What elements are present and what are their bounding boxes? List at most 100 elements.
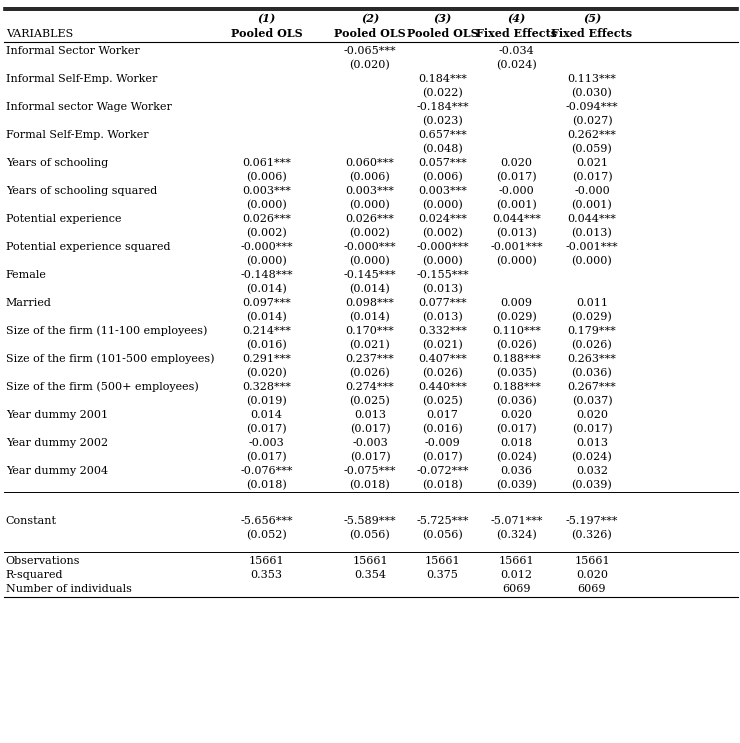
Text: (0.017): (0.017) bbox=[246, 424, 286, 434]
Text: (0.026): (0.026) bbox=[496, 340, 537, 350]
Text: (0.000): (0.000) bbox=[496, 256, 537, 266]
Text: -0.001***: -0.001*** bbox=[490, 242, 543, 252]
Text: 0.657***: 0.657*** bbox=[418, 130, 467, 140]
Text: (0.056): (0.056) bbox=[349, 530, 391, 540]
Text: (5): (5) bbox=[583, 13, 601, 24]
Text: 0.179***: 0.179*** bbox=[568, 326, 616, 336]
Text: Size of the firm (500+ employees): Size of the firm (500+ employees) bbox=[6, 382, 198, 392]
Text: (0.029): (0.029) bbox=[571, 312, 613, 322]
Text: Potential experience: Potential experience bbox=[6, 214, 121, 224]
Text: 0.188***: 0.188*** bbox=[492, 382, 541, 392]
Text: (0.035): (0.035) bbox=[496, 368, 537, 378]
Text: (0.017): (0.017) bbox=[572, 172, 612, 182]
Text: Married: Married bbox=[6, 298, 52, 308]
Text: 0.332***: 0.332*** bbox=[418, 326, 467, 336]
Text: (0.013): (0.013) bbox=[496, 228, 537, 239]
Text: 0.188***: 0.188*** bbox=[492, 354, 541, 364]
Text: 0.026***: 0.026*** bbox=[346, 214, 394, 224]
Text: -5.589***: -5.589*** bbox=[343, 516, 397, 526]
Text: 0.274***: 0.274*** bbox=[346, 382, 394, 392]
Text: (0.014): (0.014) bbox=[246, 312, 287, 322]
Text: 0.012: 0.012 bbox=[500, 570, 533, 580]
Text: (0.000): (0.000) bbox=[246, 256, 287, 266]
Text: (4): (4) bbox=[508, 13, 525, 24]
Text: Year dummy 2002: Year dummy 2002 bbox=[6, 438, 108, 448]
Text: (0.013): (0.013) bbox=[571, 228, 613, 239]
Text: (0.324): (0.324) bbox=[496, 530, 537, 540]
Text: (0.030): (0.030) bbox=[571, 88, 613, 98]
Text: 0.353: 0.353 bbox=[250, 570, 283, 580]
Text: (2): (2) bbox=[361, 13, 379, 24]
Text: (0.000): (0.000) bbox=[349, 200, 391, 210]
Text: -0.000***: -0.000*** bbox=[343, 242, 397, 252]
Text: (0.017): (0.017) bbox=[497, 424, 536, 434]
Text: R-squared: R-squared bbox=[6, 570, 63, 580]
Text: 15661: 15661 bbox=[574, 556, 610, 566]
Text: (1): (1) bbox=[258, 13, 275, 24]
Text: Informal Sector Worker: Informal Sector Worker bbox=[6, 46, 139, 56]
Text: (0.006): (0.006) bbox=[246, 172, 287, 182]
Text: -0.009: -0.009 bbox=[425, 438, 460, 448]
Text: (0.059): (0.059) bbox=[571, 144, 613, 154]
Text: Observations: Observations bbox=[6, 556, 80, 566]
Text: Pooled OLS: Pooled OLS bbox=[407, 28, 478, 39]
Text: (0.020): (0.020) bbox=[246, 368, 287, 378]
Text: Fixed Effects: Fixed Effects bbox=[476, 28, 557, 39]
Text: 0.237***: 0.237*** bbox=[346, 354, 394, 364]
Text: -0.148***: -0.148*** bbox=[240, 270, 293, 280]
Text: (0.024): (0.024) bbox=[571, 452, 613, 462]
Text: 0.061***: 0.061*** bbox=[242, 158, 291, 168]
Text: (3): (3) bbox=[434, 13, 451, 24]
Text: 0.077***: 0.077*** bbox=[418, 298, 467, 308]
Text: 0.440***: 0.440*** bbox=[418, 382, 467, 392]
Text: (0.048): (0.048) bbox=[422, 144, 463, 154]
Text: (0.024): (0.024) bbox=[496, 452, 537, 462]
Text: (0.326): (0.326) bbox=[571, 530, 613, 540]
Text: 0.184***: 0.184*** bbox=[418, 74, 467, 84]
Text: 0.262***: 0.262*** bbox=[568, 130, 616, 140]
Text: (0.018): (0.018) bbox=[246, 480, 287, 490]
Text: Year dummy 2004: Year dummy 2004 bbox=[6, 466, 108, 476]
Text: Potential experience squared: Potential experience squared bbox=[6, 242, 170, 252]
Text: 0.044***: 0.044*** bbox=[568, 214, 616, 224]
Text: Constant: Constant bbox=[6, 516, 57, 526]
Text: Informal Self-Emp. Worker: Informal Self-Emp. Worker bbox=[6, 74, 157, 84]
Text: -0.075***: -0.075*** bbox=[344, 466, 396, 476]
Text: Number of individuals: Number of individuals bbox=[6, 584, 132, 594]
Text: Pooled OLS: Pooled OLS bbox=[334, 28, 406, 39]
Text: Years of schooling squared: Years of schooling squared bbox=[6, 186, 157, 196]
Text: (0.023): (0.023) bbox=[422, 116, 463, 126]
Text: (0.017): (0.017) bbox=[572, 424, 612, 434]
Text: 0.018: 0.018 bbox=[500, 438, 533, 448]
Text: -0.003: -0.003 bbox=[249, 438, 284, 448]
Text: (0.021): (0.021) bbox=[422, 340, 463, 350]
Text: (0.026): (0.026) bbox=[349, 368, 391, 378]
Text: 0.263***: 0.263*** bbox=[568, 354, 616, 364]
Text: Female: Female bbox=[6, 270, 47, 280]
Text: (0.019): (0.019) bbox=[246, 396, 287, 406]
Text: (0.017): (0.017) bbox=[246, 452, 286, 462]
Text: -0.072***: -0.072*** bbox=[417, 466, 468, 476]
Text: Year dummy 2001: Year dummy 2001 bbox=[6, 410, 108, 420]
Text: (0.017): (0.017) bbox=[350, 452, 390, 462]
Text: 0.110***: 0.110*** bbox=[492, 326, 541, 336]
Text: (0.001): (0.001) bbox=[496, 200, 537, 210]
Text: Years of schooling: Years of schooling bbox=[6, 158, 108, 168]
Text: 0.003***: 0.003*** bbox=[418, 186, 467, 196]
Text: (0.018): (0.018) bbox=[422, 480, 463, 490]
Text: -0.065***: -0.065*** bbox=[343, 46, 397, 56]
Text: (0.006): (0.006) bbox=[349, 172, 391, 182]
Text: 0.014: 0.014 bbox=[250, 410, 283, 420]
Text: (0.025): (0.025) bbox=[349, 396, 391, 406]
Text: -5.656***: -5.656*** bbox=[240, 516, 293, 526]
Text: 0.032: 0.032 bbox=[576, 466, 608, 476]
Text: (0.036): (0.036) bbox=[496, 396, 537, 406]
Text: 0.036: 0.036 bbox=[500, 466, 533, 476]
Text: -0.094***: -0.094*** bbox=[565, 102, 619, 112]
Text: -5.071***: -5.071*** bbox=[491, 516, 542, 526]
Text: -5.197***: -5.197*** bbox=[566, 516, 618, 526]
Text: 0.017: 0.017 bbox=[426, 410, 459, 420]
Text: 15661: 15661 bbox=[352, 556, 388, 566]
Text: (0.017): (0.017) bbox=[423, 452, 462, 462]
Text: (0.018): (0.018) bbox=[349, 480, 391, 490]
